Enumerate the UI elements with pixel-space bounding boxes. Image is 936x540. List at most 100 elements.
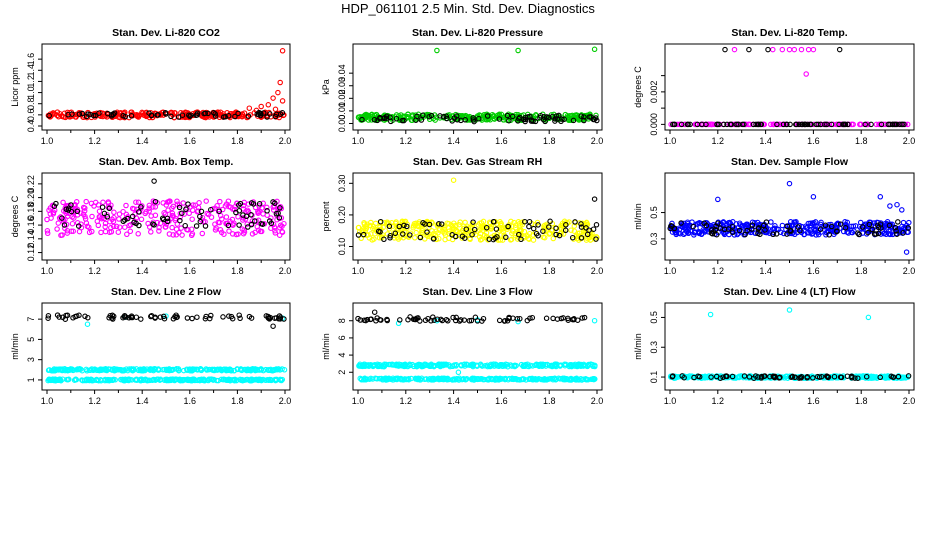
- data-point: [786, 307, 793, 313]
- x-tick-label: 2.0: [279, 266, 292, 276]
- data-point: [405, 111, 411, 118]
- data-point: [83, 220, 90, 226]
- data-point: [455, 369, 462, 376]
- data-point: [761, 121, 768, 128]
- data-point: [83, 198, 89, 205]
- data-point: [162, 109, 169, 116]
- data-point: [176, 204, 183, 211]
- data-point: [84, 321, 91, 327]
- data-point: [82, 205, 88, 211]
- data-point: [160, 216, 167, 223]
- data-point: [279, 48, 286, 54]
- data-point: [739, 121, 746, 128]
- data-point: [399, 117, 406, 124]
- data-point: [765, 46, 771, 53]
- data-point: [203, 198, 209, 204]
- data-point: [76, 111, 83, 117]
- data-points: [667, 180, 912, 255]
- x-tick-label: 1.4: [136, 266, 149, 276]
- data-point: [229, 216, 236, 223]
- y-tick-label: 8: [337, 318, 347, 323]
- data-point: [111, 214, 117, 221]
- data-point: [98, 229, 104, 236]
- data-point: [81, 208, 88, 214]
- data-point: [198, 208, 205, 215]
- data-point: [189, 216, 195, 222]
- data-point: [220, 314, 226, 320]
- data-point: [143, 110, 150, 116]
- data-point: [478, 116, 484, 122]
- x-tick-label: 1.6: [495, 136, 508, 146]
- data-point: [530, 237, 537, 243]
- x-tick-label: 1.8: [231, 136, 244, 146]
- data-point: [152, 212, 159, 219]
- x-tick-label: 1.6: [495, 266, 508, 276]
- data-point: [257, 228, 264, 235]
- page-title: HDP_061101 2.5 Min. Std. Dev. Diagnostic…: [341, 1, 595, 16]
- data-point: [88, 200, 95, 207]
- data-point: [281, 220, 287, 227]
- data-point: [202, 223, 209, 229]
- data-point: [476, 115, 482, 122]
- data-point: [543, 315, 550, 322]
- y-tick-label: 1.4: [26, 64, 36, 77]
- data-point: [236, 208, 243, 214]
- data-point: [182, 222, 188, 229]
- data-point: [374, 117, 381, 124]
- data-point: [55, 220, 62, 226]
- x-tick-label: 1.8: [855, 396, 868, 406]
- x-tick-label: 1.8: [543, 266, 556, 276]
- data-point: [272, 106, 279, 113]
- data-point: [178, 225, 184, 231]
- data-point: [799, 121, 806, 128]
- data-point: [105, 204, 112, 210]
- y-tick-label: 0.10: [337, 238, 347, 256]
- data-point: [425, 113, 431, 119]
- data-point: [258, 220, 265, 227]
- y-axis-label: Licor ppm: [10, 67, 20, 107]
- x-tick-label: 2.0: [279, 396, 292, 406]
- data-point: [496, 116, 503, 122]
- x-tick-label: 1.2: [400, 396, 413, 406]
- chart-title: Stan. Dev. Li-820 Pressure: [412, 27, 543, 39]
- data-point: [550, 315, 556, 322]
- y-axis-label: ml/min: [633, 333, 643, 360]
- y-tick-label: 0.22: [26, 175, 36, 193]
- data-point: [241, 229, 248, 235]
- data-point: [770, 46, 776, 53]
- y-tick-label: 0.16: [26, 216, 36, 234]
- y-tick-label: 0.01: [337, 102, 347, 120]
- plot-frame: [352, 172, 603, 261]
- data-point: [668, 121, 674, 128]
- data-point: [142, 210, 148, 217]
- data-point: [270, 207, 277, 213]
- x-tick-label: 1.6: [807, 136, 820, 146]
- x-tick-label: 1.8: [231, 266, 244, 276]
- plot-frame: [664, 43, 915, 131]
- data-point: [154, 112, 160, 118]
- data-point: [904, 121, 911, 128]
- y-tick-label: 0.12: [26, 244, 36, 262]
- data-points: [668, 46, 911, 128]
- y-tick-label: 5: [26, 337, 36, 342]
- x-tick-label: 1.0: [664, 396, 677, 406]
- data-point: [687, 121, 693, 128]
- data-point: [186, 210, 192, 217]
- data-point: [387, 114, 393, 120]
- data-point: [470, 115, 476, 121]
- data-point: [371, 116, 378, 123]
- data-point: [252, 218, 258, 224]
- y-axis-label: kPa: [321, 79, 331, 95]
- data-point: [205, 211, 212, 218]
- data-point: [120, 218, 127, 225]
- x-tick-label: 1.4: [759, 136, 772, 146]
- data-point: [192, 202, 199, 208]
- data-point: [268, 220, 275, 227]
- data-point: [412, 235, 418, 241]
- y-tick-label: 0.00: [337, 115, 347, 133]
- data-point: [92, 112, 99, 119]
- data-point: [804, 121, 811, 128]
- data-point: [68, 202, 74, 208]
- data-point: [148, 213, 154, 219]
- data-point: [129, 213, 136, 220]
